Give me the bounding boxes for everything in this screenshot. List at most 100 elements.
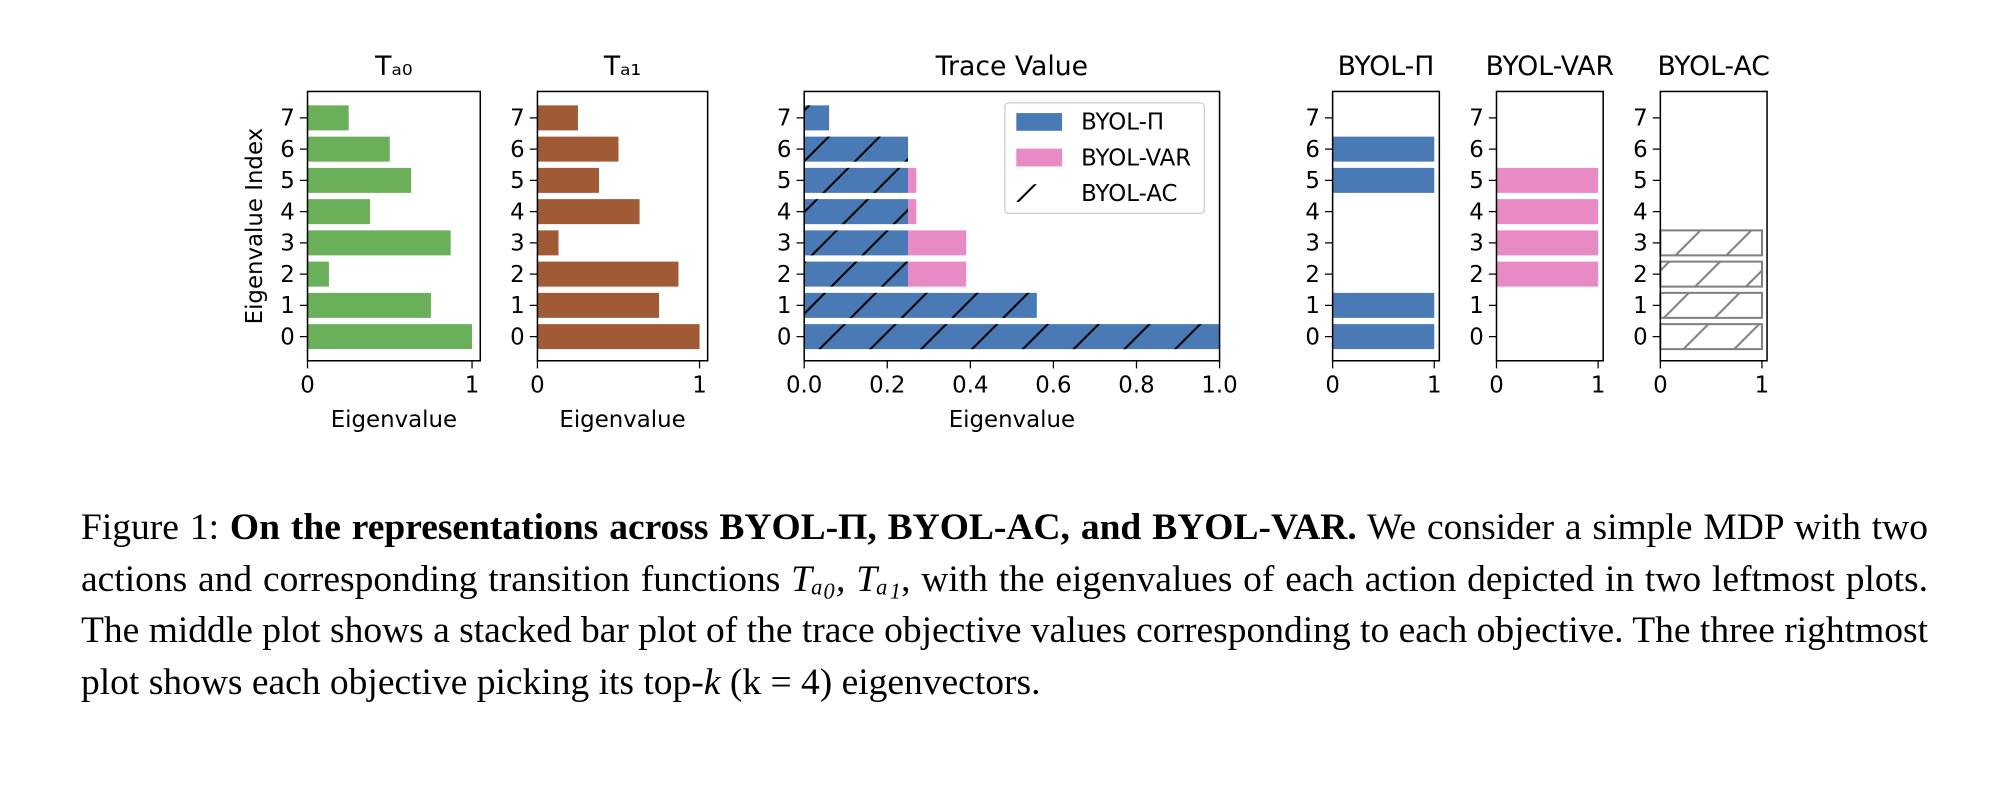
caption: Figure 1: On the representations across … (81, 502, 1928, 708)
bar (537, 105, 578, 131)
y-tick-label: 4 (777, 199, 792, 225)
bar (307, 105, 349, 131)
caption-text: We consider a simple MDP with two action… (81, 507, 1929, 600)
y-tick-label: 6 (280, 137, 295, 163)
y-tick-label: 5 (1305, 168, 1320, 194)
y-tick-label: 6 (510, 137, 525, 163)
x-axis-label: Eigenvalue (331, 407, 457, 433)
y-tick-label: 2 (280, 262, 295, 288)
x-tick-label: 0.8 (1118, 373, 1154, 399)
x-tick-label: 1 (692, 373, 707, 399)
legend-swatch (1016, 113, 1063, 131)
figure: Tₐ₀ 0 1 2 3 4 5 6 7 0 1 Eigenvalue Eigenvalue Index T… (242, 51, 1770, 433)
y-tick-label: 6 (1305, 137, 1320, 163)
bar (307, 324, 473, 350)
x-tick-label: 0 (1325, 373, 1340, 399)
y-tick-label: 4 (1305, 199, 1320, 225)
chart-title: BYOL-AC (1657, 51, 1769, 82)
y-tick-label: 0 (1633, 324, 1648, 350)
bar (908, 230, 967, 256)
y-tick-label: 6 (777, 137, 792, 163)
y-tick-label: 5 (280, 168, 295, 194)
bar (908, 199, 917, 225)
x-tick-label: 1 (465, 373, 480, 399)
y-tick-label: 0 (510, 324, 525, 350)
y-tick-label: 7 (280, 106, 295, 132)
y-tick-label: 4 (1469, 199, 1484, 225)
y-tick-label: 1 (1469, 293, 1484, 319)
bar (307, 136, 390, 162)
y-tick-label: 0 (280, 324, 295, 350)
x-tick-label: 0 (1653, 373, 1668, 399)
y-tick-label: 2 (777, 262, 792, 288)
axes-frame (1659, 90, 1768, 362)
y-tick-label: 1 (280, 293, 295, 319)
bar (537, 230, 559, 256)
x-tick-label: 0.4 (952, 373, 988, 399)
axes-frame (306, 90, 482, 362)
legend-label: BYOL-VAR (1081, 145, 1191, 171)
bar (537, 324, 700, 350)
y-tick-label: 0 (1305, 324, 1320, 350)
bar (1496, 167, 1599, 193)
y-tick-label: 3 (1469, 231, 1484, 257)
x-axis-label: Eigenvalue (559, 407, 685, 433)
chart-title: Trace Value (935, 51, 1088, 82)
caption-bold: On the representations across BYOL-Π, BY… (229, 507, 1357, 548)
y-tick-label: 1 (510, 293, 525, 319)
x-tick-label: 0 (1489, 373, 1504, 399)
bar (537, 167, 600, 193)
chart-title: Tₐ₁ (603, 51, 641, 82)
chart-title: Tₐ₀ (374, 51, 412, 82)
bar (804, 105, 830, 131)
bar (804, 136, 909, 162)
y-tick-label: 7 (510, 106, 525, 132)
y-tick-label: 5 (777, 168, 792, 194)
y-tick-label: 7 (1469, 106, 1484, 132)
bar (307, 167, 412, 193)
y-tick-label: 2 (1469, 262, 1484, 288)
legend-swatch (1016, 148, 1063, 167)
y-tick-label: 2 (1633, 262, 1648, 288)
y-tick-label: 3 (1633, 231, 1648, 257)
bar (537, 199, 640, 225)
y-tick-label: 3 (510, 231, 525, 257)
axes-frame (1331, 90, 1441, 362)
y-tick-label: 6 (1469, 137, 1484, 163)
caption-text: eigenvectors. (841, 661, 1041, 703)
bar (1496, 230, 1599, 256)
bar (307, 261, 329, 287)
bar (1659, 229, 1763, 257)
chart-title: BYOL-VAR (1486, 51, 1614, 82)
x-tick-label: 0 (300, 373, 315, 399)
y-tick-label: 2 (510, 262, 525, 288)
y-tick-label: 4 (1633, 199, 1648, 225)
bar (537, 292, 660, 318)
y-tick-label: 7 (777, 106, 792, 132)
y-tick-label: 0 (1469, 324, 1484, 350)
bar (537, 261, 679, 287)
legend-swatch (1016, 184, 1063, 202)
y-tick-label: 3 (280, 231, 295, 257)
y-tick-label: 1 (1633, 293, 1648, 319)
x-axis-label: Eigenvalue (949, 407, 1075, 433)
bar (1332, 292, 1435, 318)
caption-label: Figure 1: (81, 507, 219, 548)
bar (804, 324, 1220, 350)
caption-text: , with the eigenvalues of each action de… (81, 558, 1928, 703)
caption-math: Tₐ₀, Tₐ₁ (791, 558, 902, 600)
y-tick-label: 1 (777, 293, 792, 319)
x-tick-label: 1 (1427, 373, 1442, 399)
x-tick-label: 0.0 (786, 373, 822, 399)
x-tick-label: 0 (530, 373, 545, 399)
legend-label: BYOL-Π (1081, 110, 1164, 136)
bar (307, 199, 371, 225)
y-tick-label: 5 (1469, 168, 1484, 194)
bar (307, 230, 451, 256)
chart-title: BYOL-Π (1338, 51, 1435, 82)
x-tick-label: 0.6 (1035, 373, 1071, 399)
bar (1332, 167, 1435, 193)
bar (804, 199, 909, 225)
bar (804, 261, 909, 287)
y-tick-label: 5 (1633, 168, 1648, 194)
